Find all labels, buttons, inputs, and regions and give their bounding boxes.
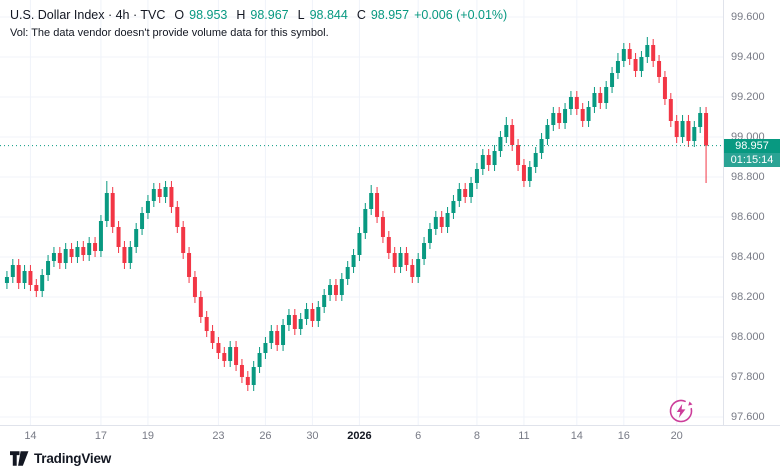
high-label: H [236, 8, 246, 22]
time-axis-label: 11 [518, 430, 530, 442]
time-axis-label: 14 [570, 430, 583, 442]
price-axis-label: 97.800 [731, 371, 765, 383]
brand-name: TradingView [34, 451, 112, 466]
time-axis-label: 26 [259, 430, 272, 442]
price-axis-label: 98.400 [731, 251, 765, 263]
time-axis-label: 19 [141, 430, 155, 442]
price-axis-label: 99.600 [731, 11, 765, 23]
tradingview-logo-icon [10, 451, 29, 466]
time-axis-label: 2026 [347, 430, 372, 442]
price-axis-label: 98.000 [731, 331, 765, 343]
time-axis-label: 30 [306, 430, 319, 442]
low-label: L [297, 8, 305, 22]
close-value: 98.957 [370, 8, 410, 22]
candlestick-canvas[interactable] [0, 0, 723, 425]
tradingview-logo[interactable]: TradingView [10, 451, 111, 466]
time-axis-label: 6 [415, 430, 422, 442]
symbol-title[interactable]: U.S. Dollar Index · 4h · TVC [10, 8, 166, 22]
price-chart-pane[interactable]: U.S. Dollar Index · 4h · TVC O 98.953 H 98… [0, 0, 723, 425]
last-price-badge: 98.957 01:15:14 [724, 138, 780, 167]
price-axis-label: 98.800 [731, 171, 765, 183]
open-label: O [174, 8, 185, 22]
price-axis-label: 98.200 [731, 291, 765, 303]
time-axis-label: 20 [670, 430, 683, 442]
time-axis-label: 8 [473, 430, 480, 442]
chart-legend[interactable]: U.S. Dollar Index · 4h · TVC O 98.953 H 98… [10, 8, 507, 39]
time-axis-label: 17 [94, 430, 108, 442]
time-axis-label: 14 [24, 430, 37, 442]
time-axis-label: 16 [617, 430, 630, 442]
price-axis-label: 99.200 [731, 91, 765, 103]
price-axis-label: 99.400 [731, 51, 765, 63]
footer-bar: TradingView [0, 447, 780, 470]
low-value: 98.844 [309, 8, 348, 22]
time-axis[interactable]: 14 17 19 23 26 30 2026 6 8 11 14 16 20 [0, 425, 780, 448]
replay-promo-icon[interactable] [668, 398, 694, 424]
lightning-circle-icon [669, 399, 693, 423]
price-axis-label: 98.600 [731, 211, 765, 223]
close-label: C [356, 8, 366, 22]
change-value: +0.006 (+0.01%) [414, 8, 508, 22]
symbol-ohlc-row: U.S. Dollar Index · 4h · TVC O 98.953 H 98… [10, 8, 507, 22]
last-price-value: 98.957 [724, 138, 780, 153]
price-axis-label: 97.600 [731, 411, 765, 423]
open-value: 98.953 [189, 8, 228, 22]
time-axis-label: 23 [212, 430, 225, 442]
high-value: 98.967 [250, 8, 289, 22]
bar-countdown: 01:15:14 [724, 152, 780, 167]
volume-note: Vol: The data vendor doesn't provide vol… [10, 27, 329, 39]
price-axis[interactable]: 99.600 99.400 99.200 99.000 98.800 98.600 98.4… [723, 0, 780, 425]
